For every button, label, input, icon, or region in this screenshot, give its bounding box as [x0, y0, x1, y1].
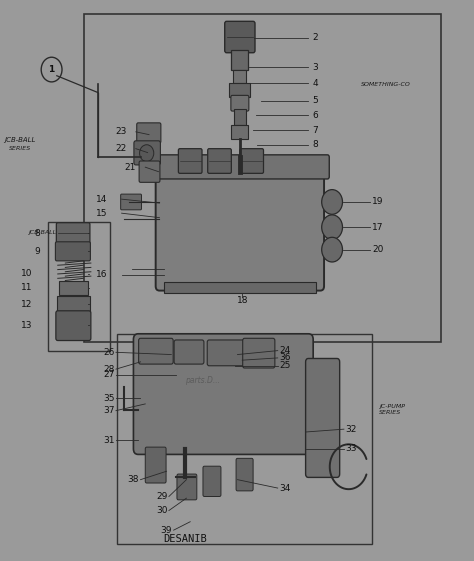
Text: 38: 38 [128, 475, 139, 484]
Text: 21: 21 [125, 163, 136, 172]
Text: 16: 16 [96, 270, 108, 279]
Bar [229, 83, 250, 97]
Bar [117, 334, 372, 544]
FancyBboxPatch shape [174, 340, 204, 364]
Text: 24: 24 [279, 346, 291, 355]
Text: 18: 18 [237, 296, 248, 305]
Text: 5: 5 [312, 96, 318, 105]
Text: 4: 4 [312, 79, 318, 88]
Bar [57, 296, 90, 312]
Circle shape [322, 215, 343, 240]
FancyBboxPatch shape [306, 358, 340, 477]
Circle shape [139, 145, 154, 162]
Text: 9: 9 [34, 247, 40, 256]
FancyBboxPatch shape [145, 447, 166, 483]
FancyBboxPatch shape [178, 149, 202, 173]
Text: JCB-BALL: JCB-BALL [4, 137, 36, 143]
Text: 39: 39 [161, 526, 172, 535]
Text: 26: 26 [103, 348, 115, 357]
FancyBboxPatch shape [155, 167, 324, 291]
FancyBboxPatch shape [150, 155, 329, 179]
Text: 36: 36 [279, 353, 291, 362]
Text: 8: 8 [312, 140, 318, 149]
Text: parts.D...: parts.D... [185, 376, 220, 385]
FancyBboxPatch shape [203, 466, 221, 496]
Bar [48, 222, 110, 351]
Text: 20: 20 [372, 245, 383, 254]
Text: 32: 32 [346, 425, 357, 434]
Text: 1: 1 [48, 65, 55, 74]
FancyBboxPatch shape [121, 194, 141, 210]
Text: 35: 35 [103, 394, 115, 403]
Circle shape [322, 190, 343, 214]
Text: 12: 12 [21, 300, 33, 309]
Text: JCB-BALL: JCB-BALL [28, 231, 56, 235]
Text: 14: 14 [96, 195, 108, 204]
Bar [234, 109, 246, 125]
Text: 33: 33 [346, 444, 357, 453]
Text: 7: 7 [312, 126, 318, 135]
Text: 19: 19 [372, 197, 384, 206]
Text: 8: 8 [34, 229, 40, 238]
Text: 17: 17 [372, 223, 384, 232]
FancyBboxPatch shape [138, 338, 173, 364]
Text: 10: 10 [21, 269, 33, 278]
FancyBboxPatch shape [208, 149, 231, 173]
Text: 30: 30 [156, 506, 167, 515]
Text: 15: 15 [96, 209, 108, 218]
Text: 28: 28 [103, 365, 115, 374]
FancyBboxPatch shape [236, 458, 253, 491]
FancyBboxPatch shape [243, 338, 275, 368]
Bar [59, 280, 88, 295]
Text: 6: 6 [312, 111, 318, 119]
Text: 11: 11 [21, 283, 33, 292]
FancyBboxPatch shape [137, 123, 161, 143]
FancyBboxPatch shape [207, 340, 244, 366]
FancyBboxPatch shape [177, 474, 197, 500]
FancyBboxPatch shape [56, 223, 90, 244]
FancyBboxPatch shape [240, 149, 264, 173]
Text: 37: 37 [103, 406, 115, 415]
Text: JC-PUMP
SERIES: JC-PUMP SERIES [379, 404, 405, 415]
Text: 23: 23 [115, 127, 127, 136]
Text: 22: 22 [115, 144, 127, 153]
Text: SOMETHING-CO: SOMETHING-CO [361, 82, 410, 86]
FancyBboxPatch shape [139, 161, 160, 182]
Text: 2: 2 [312, 33, 318, 42]
Text: 34: 34 [279, 484, 291, 493]
FancyBboxPatch shape [55, 242, 91, 261]
Circle shape [322, 237, 343, 262]
FancyBboxPatch shape [225, 21, 255, 53]
FancyBboxPatch shape [134, 141, 160, 165]
Text: 31: 31 [103, 436, 115, 445]
Text: 29: 29 [156, 492, 167, 501]
FancyBboxPatch shape [231, 95, 249, 111]
Text: DESANIB: DESANIB [164, 534, 207, 544]
Bar [164, 282, 316, 293]
Text: 13: 13 [21, 321, 33, 330]
Text: SERIES: SERIES [9, 146, 31, 151]
Bar [231, 50, 248, 70]
Bar [231, 125, 248, 139]
FancyBboxPatch shape [56, 311, 91, 341]
FancyBboxPatch shape [134, 334, 313, 454]
Text: 25: 25 [279, 361, 291, 370]
Circle shape [41, 57, 62, 82]
Bar [233, 70, 246, 83]
Text: 3: 3 [312, 63, 318, 72]
Text: 27: 27 [103, 370, 115, 379]
Bar [84, 14, 441, 342]
